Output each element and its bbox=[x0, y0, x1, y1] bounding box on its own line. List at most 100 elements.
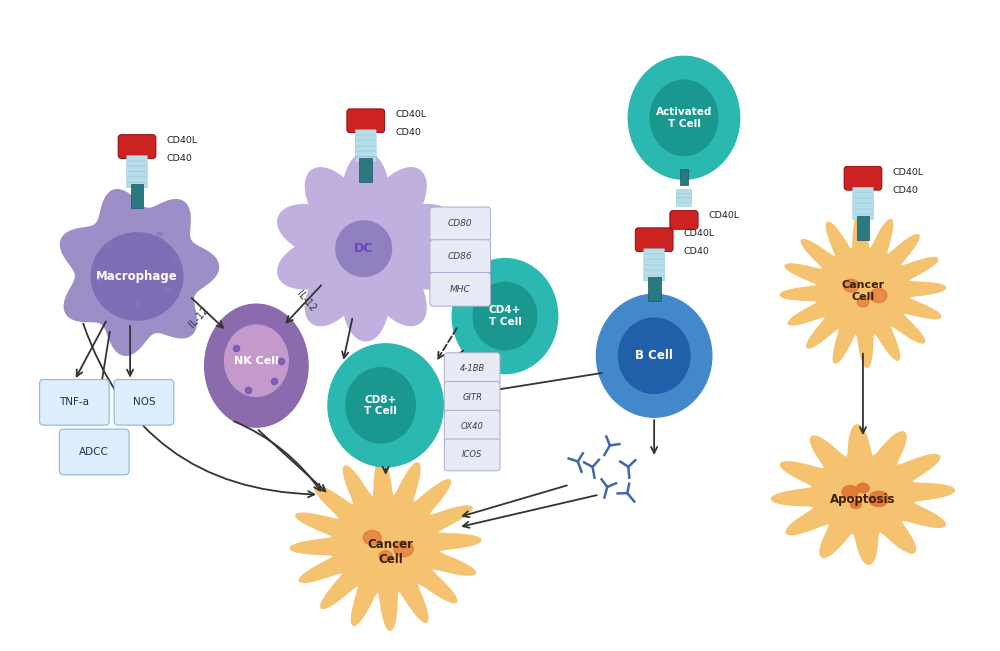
Bar bbox=[680, 169, 688, 185]
FancyBboxPatch shape bbox=[676, 202, 692, 206]
Text: IL-12: IL-12 bbox=[187, 305, 210, 329]
FancyBboxPatch shape bbox=[127, 177, 147, 182]
Ellipse shape bbox=[844, 279, 859, 292]
Text: CD40L: CD40L bbox=[709, 212, 740, 221]
Ellipse shape bbox=[869, 492, 889, 506]
FancyBboxPatch shape bbox=[355, 135, 376, 140]
FancyBboxPatch shape bbox=[844, 167, 882, 190]
Polygon shape bbox=[61, 189, 218, 355]
Text: OX40: OX40 bbox=[461, 422, 484, 430]
FancyBboxPatch shape bbox=[676, 193, 692, 198]
Ellipse shape bbox=[205, 304, 308, 427]
Ellipse shape bbox=[473, 283, 537, 350]
Bar bbox=[648, 277, 661, 301]
Text: CD40: CD40 bbox=[893, 186, 919, 195]
Ellipse shape bbox=[870, 288, 887, 303]
FancyBboxPatch shape bbox=[444, 381, 500, 413]
FancyBboxPatch shape bbox=[430, 273, 491, 306]
FancyBboxPatch shape bbox=[853, 214, 873, 219]
Text: Apoptosis: Apoptosis bbox=[830, 493, 896, 506]
Text: CD40: CD40 bbox=[684, 247, 710, 256]
Text: CD40: CD40 bbox=[396, 128, 421, 137]
FancyBboxPatch shape bbox=[114, 380, 174, 425]
Text: DC: DC bbox=[354, 242, 373, 255]
FancyBboxPatch shape bbox=[355, 141, 376, 146]
Ellipse shape bbox=[596, 294, 712, 417]
FancyBboxPatch shape bbox=[444, 439, 500, 471]
Text: 4-1BB: 4-1BB bbox=[460, 364, 485, 373]
Text: CD8+
T Cell: CD8+ T Cell bbox=[364, 395, 397, 416]
Ellipse shape bbox=[842, 486, 858, 498]
Text: CD40L: CD40L bbox=[684, 229, 715, 238]
Ellipse shape bbox=[363, 531, 381, 545]
FancyBboxPatch shape bbox=[127, 167, 147, 171]
Text: ADCC: ADCC bbox=[79, 447, 109, 457]
FancyBboxPatch shape bbox=[635, 228, 673, 252]
Ellipse shape bbox=[346, 368, 415, 443]
FancyBboxPatch shape bbox=[430, 240, 491, 273]
FancyBboxPatch shape bbox=[430, 207, 491, 241]
FancyBboxPatch shape bbox=[355, 152, 376, 156]
FancyBboxPatch shape bbox=[59, 429, 129, 475]
FancyBboxPatch shape bbox=[853, 204, 873, 208]
Text: CD40L: CD40L bbox=[396, 110, 427, 119]
Polygon shape bbox=[278, 152, 454, 341]
Polygon shape bbox=[780, 215, 946, 367]
FancyBboxPatch shape bbox=[127, 156, 147, 160]
Text: Cancer
Cell: Cancer Cell bbox=[841, 281, 885, 302]
FancyBboxPatch shape bbox=[670, 210, 698, 229]
Text: ICOS: ICOS bbox=[462, 450, 482, 460]
FancyBboxPatch shape bbox=[853, 187, 873, 192]
FancyBboxPatch shape bbox=[644, 276, 665, 281]
Ellipse shape bbox=[394, 541, 413, 557]
Ellipse shape bbox=[628, 57, 740, 179]
Polygon shape bbox=[772, 425, 954, 564]
Ellipse shape bbox=[91, 233, 183, 320]
Ellipse shape bbox=[850, 500, 861, 508]
FancyBboxPatch shape bbox=[644, 270, 665, 275]
Ellipse shape bbox=[857, 483, 869, 493]
FancyBboxPatch shape bbox=[853, 209, 873, 214]
FancyBboxPatch shape bbox=[40, 380, 109, 425]
Bar bbox=[857, 216, 869, 240]
Ellipse shape bbox=[857, 298, 869, 307]
FancyBboxPatch shape bbox=[127, 172, 147, 177]
FancyBboxPatch shape bbox=[853, 193, 873, 198]
FancyBboxPatch shape bbox=[676, 189, 692, 193]
Ellipse shape bbox=[379, 551, 392, 562]
Text: IL-12: IL-12 bbox=[294, 289, 318, 314]
FancyBboxPatch shape bbox=[644, 265, 665, 270]
Text: TNF-a: TNF-a bbox=[59, 397, 89, 408]
FancyBboxPatch shape bbox=[853, 198, 873, 203]
Text: Macrophage: Macrophage bbox=[96, 270, 178, 283]
FancyBboxPatch shape bbox=[355, 146, 376, 151]
Text: CD40L: CD40L bbox=[167, 136, 198, 145]
Ellipse shape bbox=[650, 80, 718, 156]
Polygon shape bbox=[290, 458, 481, 630]
Text: CD86: CD86 bbox=[448, 252, 473, 261]
FancyBboxPatch shape bbox=[644, 254, 665, 259]
Text: CD40L: CD40L bbox=[893, 168, 924, 177]
Ellipse shape bbox=[452, 258, 558, 374]
Text: Cancer
Cell: Cancer Cell bbox=[368, 538, 414, 566]
FancyBboxPatch shape bbox=[347, 109, 385, 133]
Text: B Cell: B Cell bbox=[635, 349, 673, 362]
Ellipse shape bbox=[328, 344, 443, 467]
Text: NK Cell: NK Cell bbox=[234, 355, 279, 366]
FancyBboxPatch shape bbox=[355, 157, 376, 162]
Text: CD4+
T Cell: CD4+ T Cell bbox=[489, 305, 521, 327]
Text: CD40: CD40 bbox=[167, 154, 193, 163]
Ellipse shape bbox=[336, 221, 392, 277]
FancyBboxPatch shape bbox=[127, 183, 147, 187]
Bar bbox=[359, 158, 372, 182]
FancyBboxPatch shape bbox=[444, 410, 500, 442]
FancyBboxPatch shape bbox=[444, 353, 500, 385]
FancyBboxPatch shape bbox=[676, 198, 692, 202]
FancyBboxPatch shape bbox=[355, 130, 376, 135]
Ellipse shape bbox=[618, 318, 690, 393]
FancyBboxPatch shape bbox=[127, 161, 147, 166]
Bar bbox=[131, 184, 143, 208]
Text: MHC: MHC bbox=[450, 284, 471, 294]
Text: GITR: GITR bbox=[462, 393, 482, 402]
Ellipse shape bbox=[225, 325, 288, 396]
